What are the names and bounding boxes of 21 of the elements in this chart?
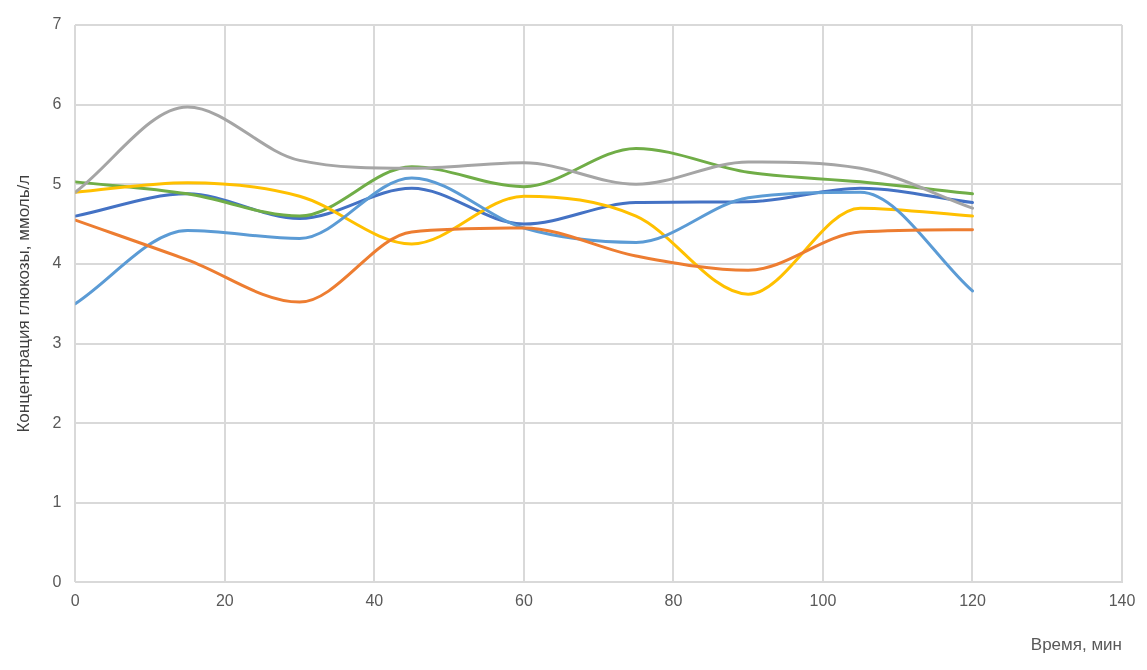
x-tick-label: 120 xyxy=(959,592,986,610)
y-tick-label: 5 xyxy=(52,174,62,192)
line-series xyxy=(75,218,974,304)
x-tick-label: 20 xyxy=(215,592,234,610)
y-tick-label: 0 xyxy=(52,572,62,590)
x-tick-label: 100 xyxy=(809,592,837,610)
x-tick-label: 140 xyxy=(1108,592,1136,610)
y-tick-label: 1 xyxy=(52,493,62,511)
x-axis-title: Время, мин xyxy=(1030,635,1122,655)
x-tick-label: 40 xyxy=(365,592,384,610)
x-tick-label: 80 xyxy=(664,592,683,610)
line-series xyxy=(75,105,974,210)
line-series xyxy=(75,146,974,218)
x-tick-label: 0 xyxy=(70,592,80,610)
y-axis-title: Концентрация глюкозы, ммоль/л xyxy=(13,174,33,433)
y-tick-label: 6 xyxy=(52,95,62,113)
y-tick-label: 3 xyxy=(52,333,62,351)
y-tick-label: 4 xyxy=(52,254,62,272)
y-tick-label: 7 xyxy=(52,15,62,33)
x-tick-label: 60 xyxy=(514,592,533,610)
y-tick-label: 2 xyxy=(52,413,62,431)
